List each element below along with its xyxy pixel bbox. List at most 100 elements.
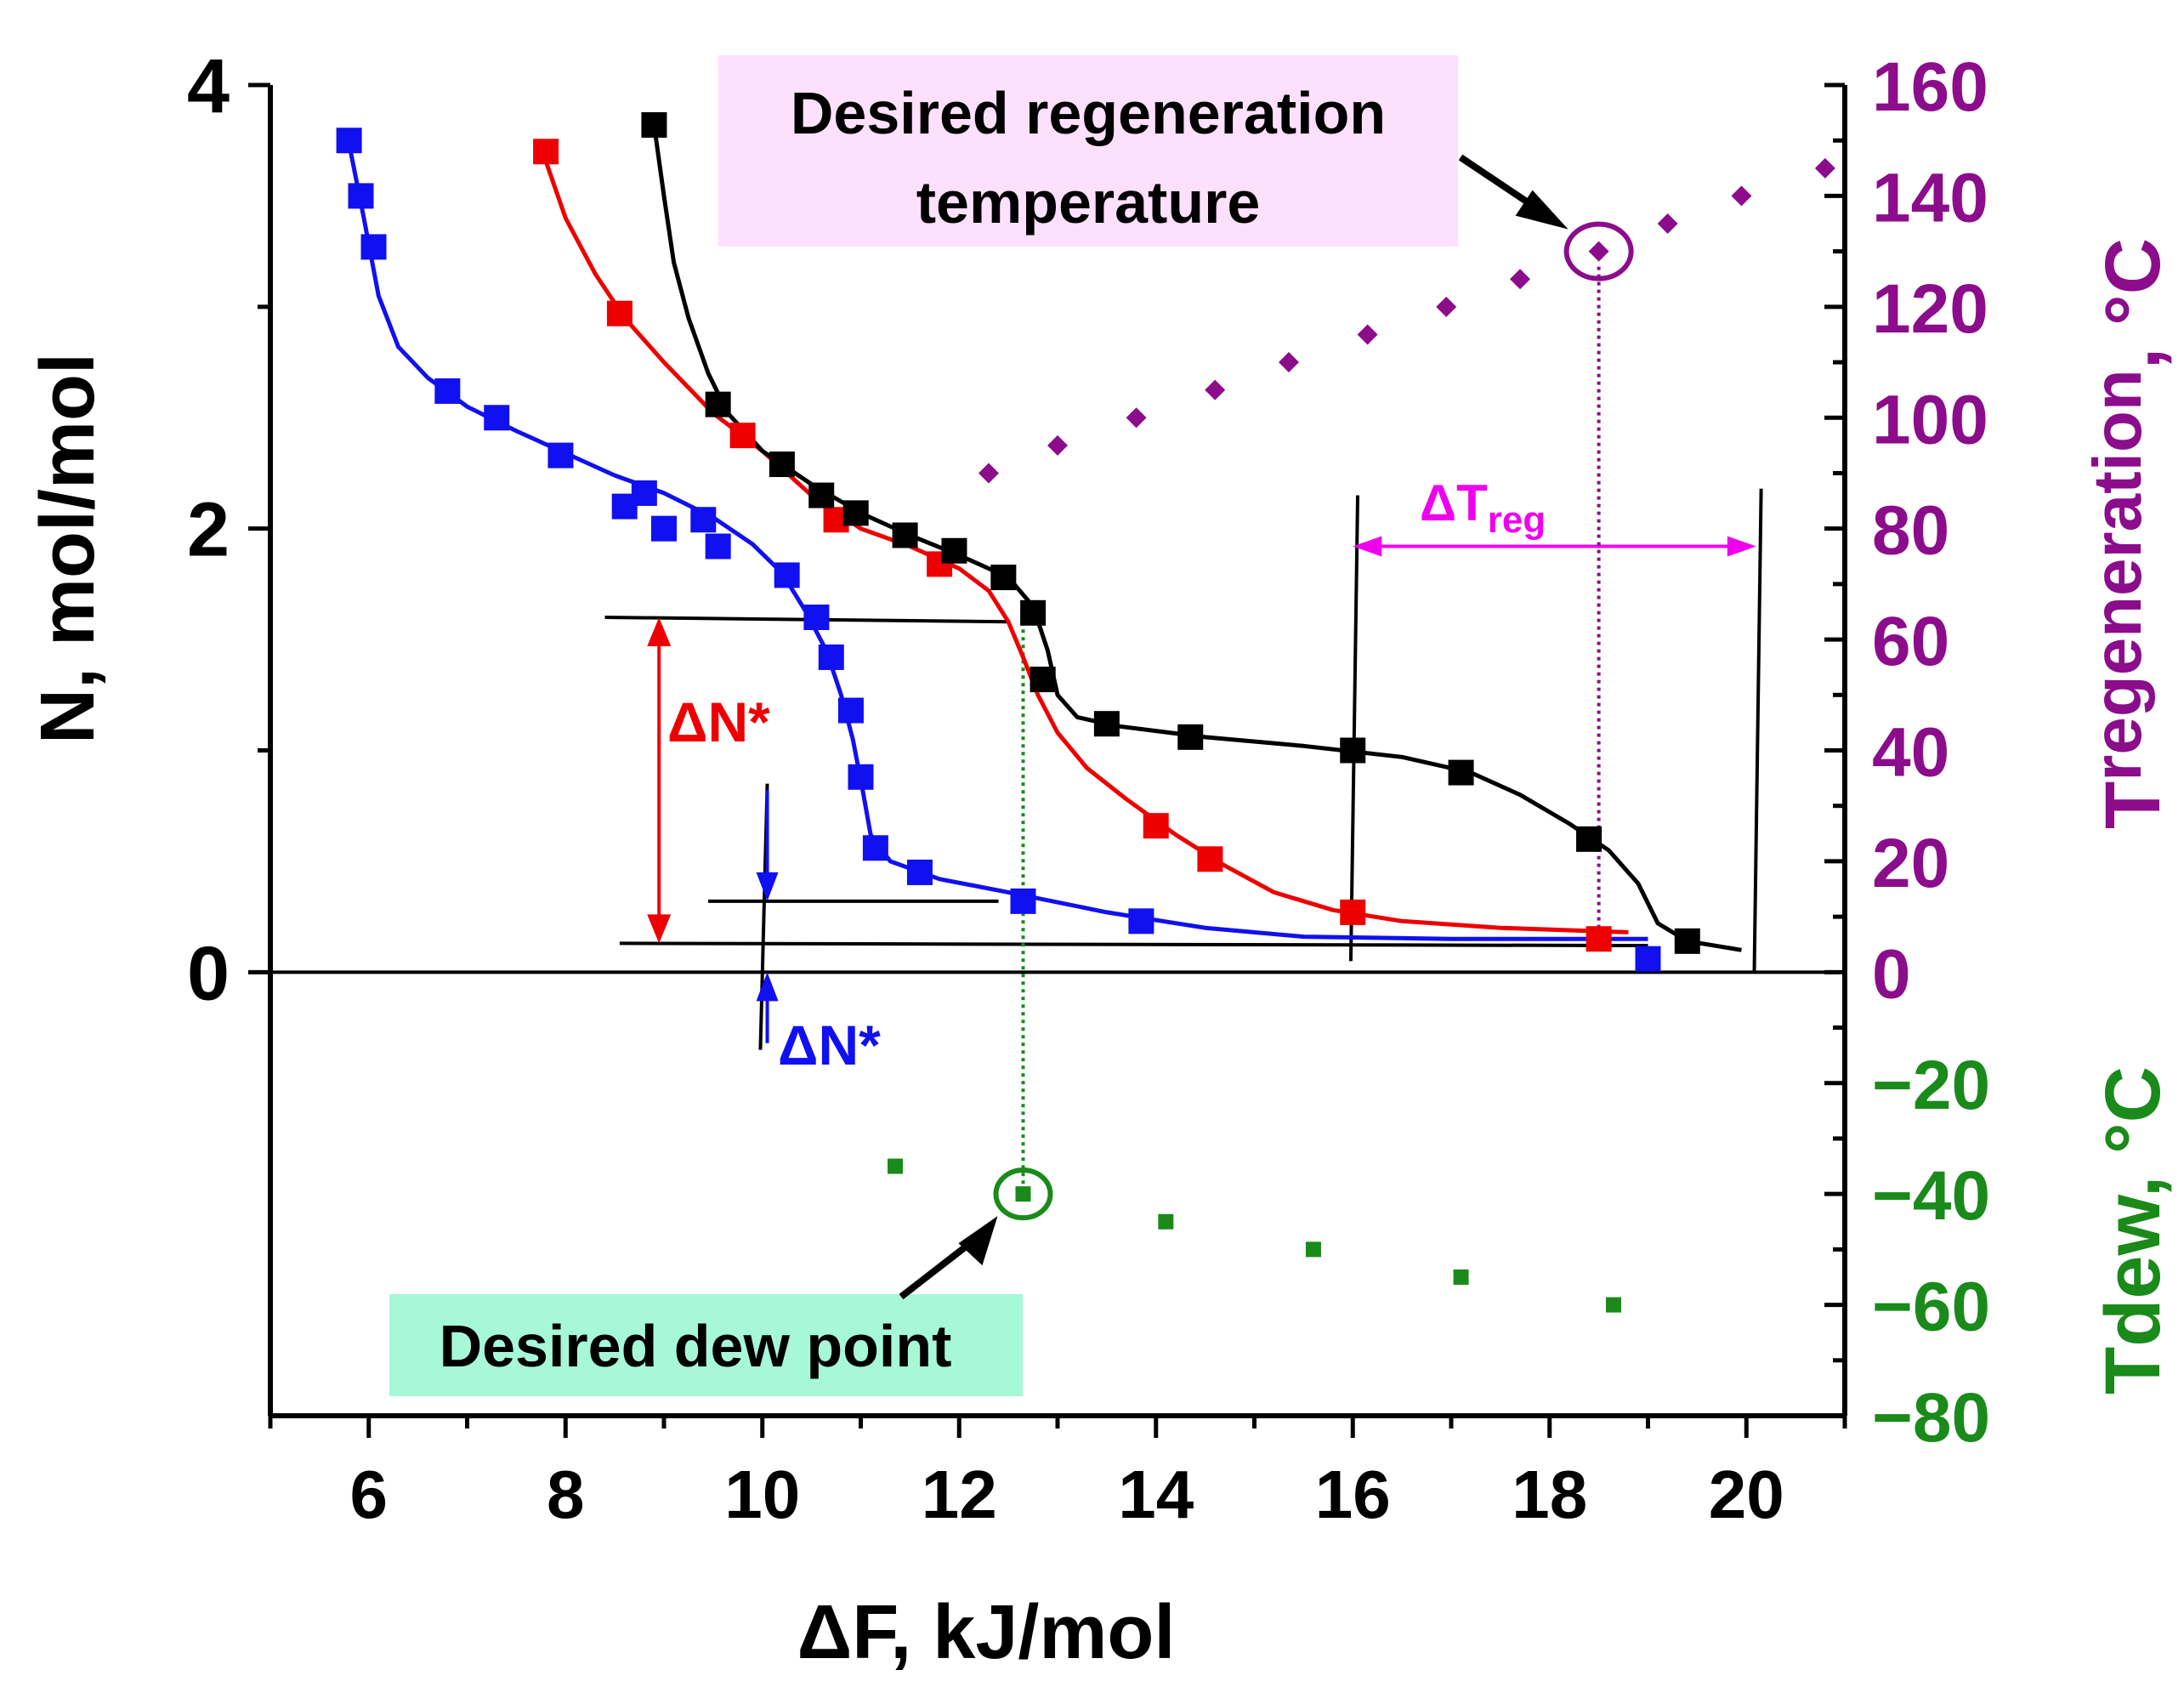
right-axis-top-label-unit: , °C — [2090, 238, 2176, 369]
right-top-tick-label: 100 — [1872, 381, 1988, 458]
black-fit-curve — [651, 124, 1742, 952]
blue-marker — [651, 515, 677, 542]
dew-pointer-head — [958, 1216, 998, 1266]
red-marker — [533, 139, 559, 165]
x-axis-label: ΔF, kJ/mol — [797, 1590, 1176, 1675]
delta-t-reg-label: ΔTreg — [1420, 474, 1546, 541]
right-axis-top-label-main: T — [2090, 781, 2176, 829]
x-tick-label: 14 — [1118, 1457, 1194, 1532]
blue-marker — [434, 378, 461, 404]
blue-marker — [803, 605, 830, 630]
regen-annotation-line2: temperature — [916, 169, 1261, 236]
regeneration-marker — [1588, 241, 1609, 262]
right-axis-top-label-sub: regeneration — [2079, 369, 2155, 781]
blue-marker — [547, 442, 574, 469]
x-tick-label: 20 — [1709, 1457, 1784, 1532]
right-bottom-tick-label: −20 — [1872, 1047, 1990, 1124]
black-marker — [1030, 667, 1056, 693]
blue-marker — [906, 859, 933, 885]
delta-n-red-arrowhead-down — [647, 914, 672, 944]
regeneration-marker — [1047, 435, 1068, 456]
delta-t-left-guide — [1348, 495, 1360, 962]
regeneration-marker — [1436, 296, 1457, 317]
delta-n-lower-guide — [619, 941, 1648, 948]
blue-marker — [1010, 888, 1036, 914]
y-tick-label: 0 — [187, 931, 230, 1016]
blue-marker — [848, 764, 874, 790]
black-marker — [769, 452, 795, 478]
red-fit-curve — [538, 146, 1629, 934]
x-tick-label: 18 — [1512, 1457, 1587, 1532]
blue-marker — [705, 533, 731, 559]
right-top-tick-label: 140 — [1872, 159, 1988, 236]
regen-highlight-circle — [1563, 221, 1634, 281]
right-bottom-tick-label: −60 — [1872, 1269, 1990, 1346]
blue-marker — [631, 480, 657, 506]
right-top-tick-label: 0 — [1872, 935, 1911, 1013]
black-marker — [705, 391, 731, 417]
delta-n-blue-label: ΔN* — [778, 1014, 881, 1076]
black-marker — [1674, 928, 1700, 954]
black-marker — [1177, 724, 1204, 750]
black-marker — [990, 565, 1017, 591]
delta-t-reg-arrowhead-left — [1353, 536, 1382, 557]
y-tick-label: 4 — [187, 44, 230, 129]
delta-t-reg-main: ΔT — [1420, 474, 1488, 531]
x-tick-label: 10 — [724, 1457, 800, 1532]
blue-marker — [837, 697, 864, 724]
blue-marker — [336, 128, 362, 154]
blue-marker — [862, 835, 888, 861]
red-marker — [1197, 846, 1223, 872]
right-top-tick-label: 40 — [1872, 714, 1949, 792]
black-marker — [641, 111, 667, 138]
guide-lines — [604, 154, 1763, 1300]
delta-n-red-arrowhead-up — [647, 617, 672, 646]
red-marker — [606, 300, 633, 327]
right-top-tick-label: 120 — [1872, 270, 1988, 348]
black-marker — [1093, 711, 1120, 737]
x-tick-label: 6 — [350, 1457, 389, 1532]
dew-marker — [1605, 1297, 1621, 1313]
blue-marker — [484, 405, 510, 431]
blue-marker — [360, 234, 387, 260]
dew-marker — [1453, 1269, 1469, 1285]
regen-pointer-head — [1515, 190, 1569, 230]
delta-t-reg-sub: reg — [1488, 499, 1546, 541]
black-marker — [842, 500, 869, 526]
delta-n-red-label: ΔN* — [667, 690, 770, 753]
black-marker — [1340, 737, 1366, 764]
regeneration-marker — [1279, 352, 1300, 373]
dew-marker — [1015, 1186, 1031, 1202]
regen-annotation-line1: Desired regeneration — [791, 80, 1386, 146]
right-axis-top-label: Tregeneration, °C — [2079, 238, 2176, 829]
delta-t-reg-arrowhead-right — [1727, 536, 1756, 557]
delta-t-right-guide — [1752, 488, 1763, 973]
right-top-tick-label: 20 — [1872, 825, 1949, 902]
black-marker — [941, 537, 967, 564]
black-marker — [1448, 759, 1474, 786]
y-axis-label: N, mol/mol — [26, 353, 111, 744]
red-marker — [1143, 813, 1169, 839]
blue-marker — [818, 644, 844, 670]
right-top-tick-label: 60 — [1872, 603, 1949, 680]
right-bottom-tick-label: −80 — [1872, 1379, 1990, 1457]
black-marker — [1020, 599, 1047, 626]
right-top-tick-label: 160 — [1872, 48, 1988, 126]
regeneration-marker — [1510, 269, 1531, 290]
black-marker — [808, 482, 835, 508]
blue-marker — [1128, 908, 1154, 934]
dew-annotation-label: Desired dew point — [440, 1313, 952, 1379]
regeneration-marker — [1657, 213, 1678, 235]
black-marker — [1576, 826, 1603, 852]
blue-marker — [348, 183, 374, 209]
blue-marker — [690, 507, 717, 533]
right-bottom-tick-label: −40 — [1872, 1157, 1990, 1235]
dew-marker — [1305, 1241, 1321, 1258]
delta-n-blue-arrowhead-down — [756, 872, 779, 901]
red-marker — [729, 423, 756, 449]
right-axis-bottom-label: Tdew, °C — [2090, 1066, 2176, 1394]
dew-highlight-circle — [993, 1167, 1053, 1221]
dew-marker — [1158, 1213, 1174, 1230]
red-marker — [1586, 926, 1612, 952]
